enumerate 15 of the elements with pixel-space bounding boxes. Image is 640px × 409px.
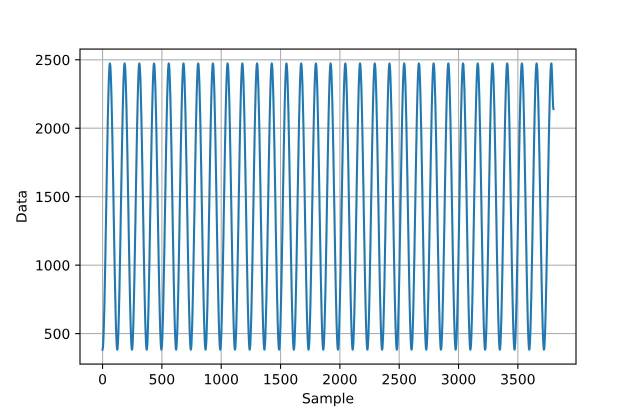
y-axis-title: Data <box>16 191 27 222</box>
x-tick-label: 3000 <box>442 374 476 384</box>
x-tick-label: 2500 <box>382 374 416 384</box>
x-axis-title: Sample <box>302 392 354 406</box>
y-tick-label: 500 <box>44 328 70 340</box>
x-tick-label: 1000 <box>205 374 238 384</box>
x-tick-label: 3500 <box>501 374 535 384</box>
y-tick-label: 2500 <box>36 54 70 66</box>
y-tick-label: 1500 <box>36 192 70 202</box>
x-tick-label: 0 <box>99 374 106 384</box>
y-tick-label: 2000 <box>36 123 70 134</box>
x-tick-label: 500 <box>150 374 174 384</box>
x-tick-label: 2000 <box>323 374 357 384</box>
x-tick-label: 1500 <box>264 374 298 384</box>
y-tick-label: 1000 <box>36 260 70 271</box>
